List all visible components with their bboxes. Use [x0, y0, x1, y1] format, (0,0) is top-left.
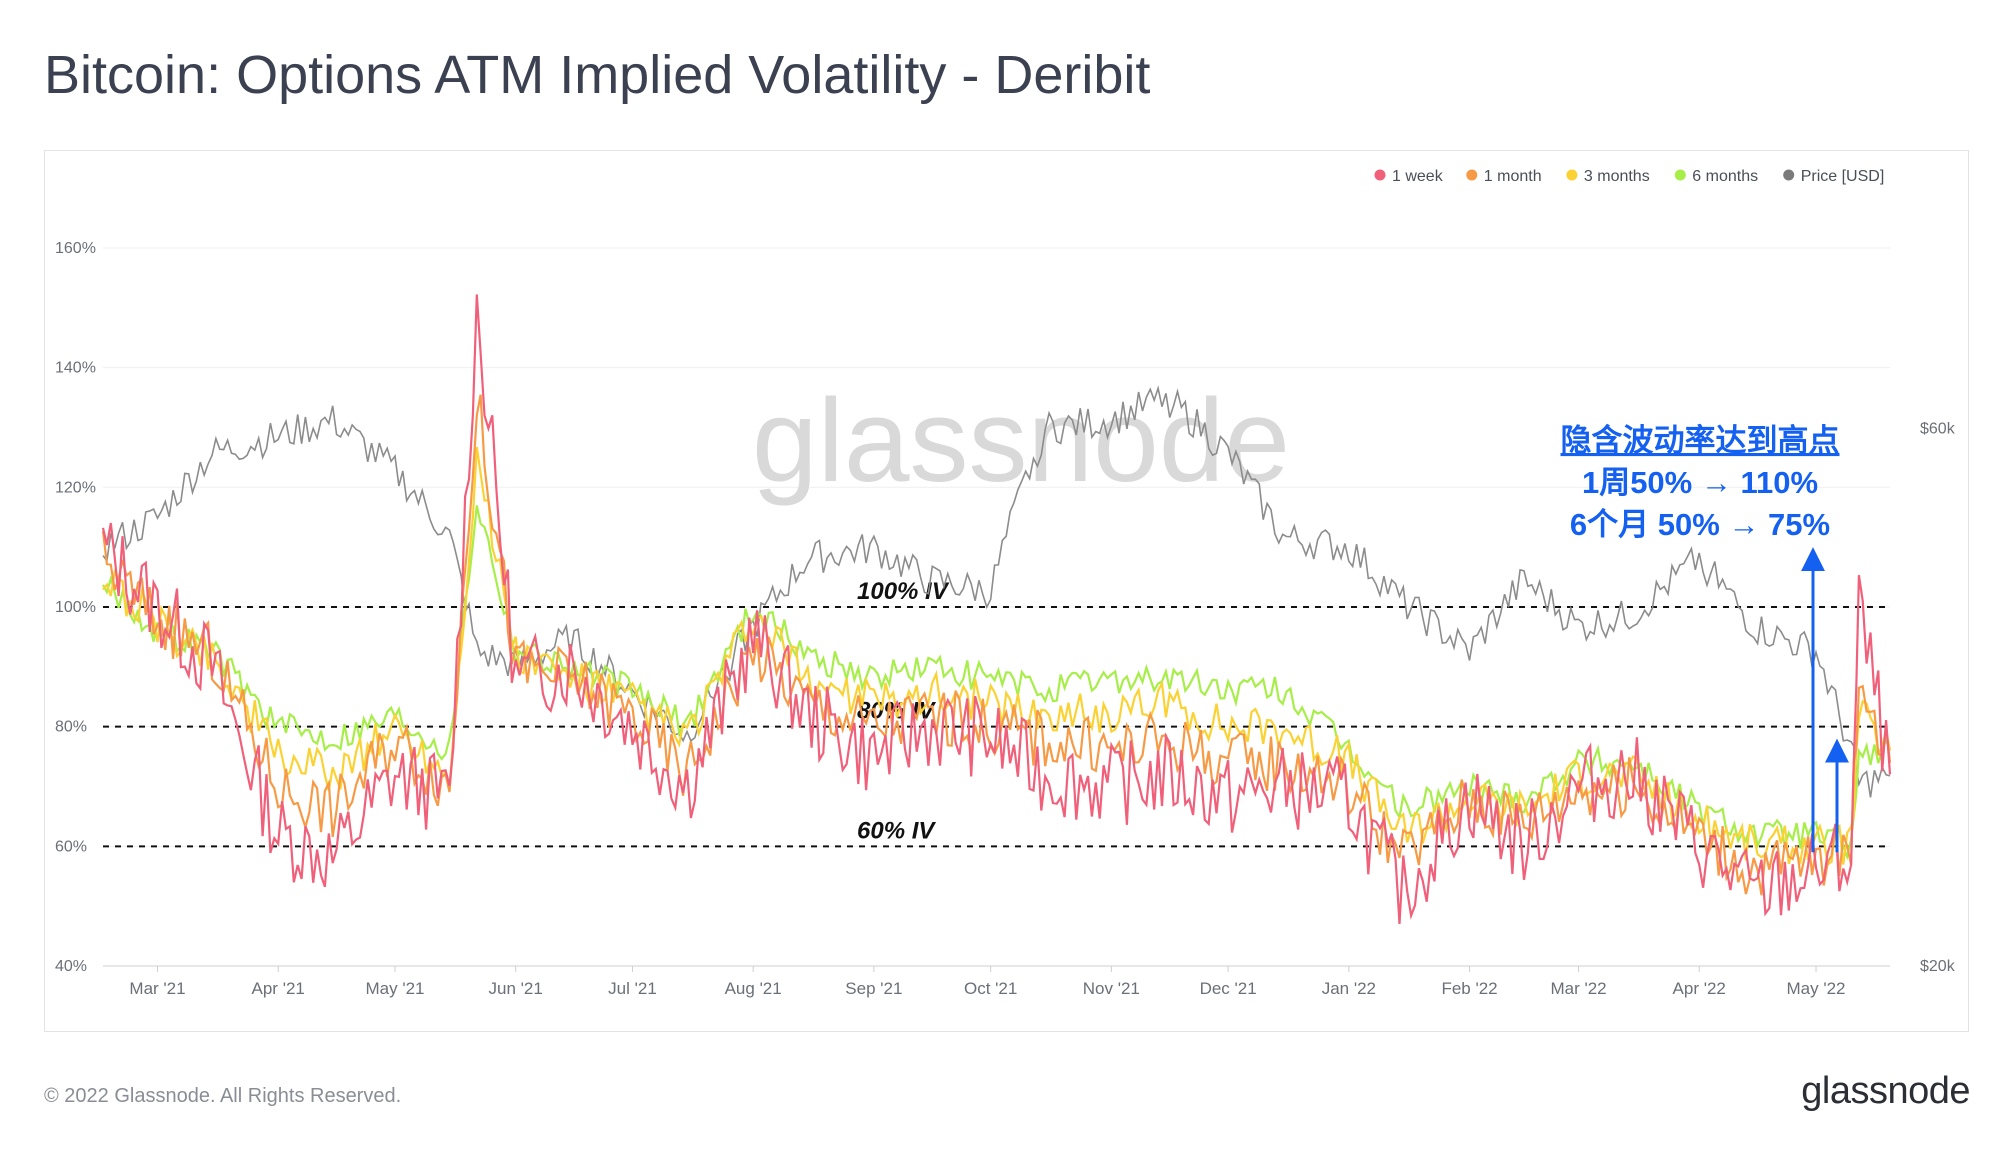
x-tick-label: Mar '21 [129, 979, 185, 998]
page-title: Bitcoin: Options ATM Implied Volatility … [44, 45, 1151, 105]
legend-label: Price [USD] [1801, 168, 1885, 185]
annotation-group: 隐含波动率达到高点 1周50% → 110% 6个月 50% → 75% [1561, 423, 1849, 853]
x-tick-label: May '21 [365, 979, 424, 998]
legend-dot [1783, 169, 1795, 181]
x-tick-label: Oct '21 [964, 979, 1017, 998]
y-tick-label: 80% [55, 719, 87, 736]
y-axis-left: 40% 60% 80% 100% 120% 140% 160% [55, 240, 96, 975]
x-tick-label: Dec '21 [1200, 979, 1257, 998]
y-tick-label: 140% [55, 360, 96, 377]
y-tick-label: 160% [55, 240, 96, 257]
x-tick-label: Sep '21 [845, 979, 902, 998]
x-tick-label: Jan '22 [1322, 979, 1376, 998]
y-tick-label: 40% [55, 958, 87, 975]
x-tick-label: Nov '21 [1083, 979, 1140, 998]
y-tick-label: 60% [55, 838, 87, 855]
legend-label: 1 week [1392, 168, 1444, 185]
x-tick-label: May '22 [1787, 979, 1846, 998]
y-tick-label: 100% [55, 599, 96, 616]
x-tick-label: Jun '21 [489, 979, 543, 998]
reference-label-100: 100% IV [857, 578, 950, 605]
x-tick-label: Mar '22 [1550, 979, 1606, 998]
x-tick-label: Aug '21 [725, 979, 782, 998]
x-tick-label: Feb '22 [1441, 979, 1497, 998]
legend-item: 6 months [1674, 168, 1758, 185]
series-line-1week [101, 294, 1892, 925]
reference-label-60: 60% IV [857, 817, 936, 844]
legend-label: 1 month [1484, 168, 1542, 185]
x-axis: Mar '21 Apr '21 May '21 Jun '21 Jul '21 Aug '… [129, 966, 1846, 998]
x-tick-label: Apr '21 [252, 979, 305, 998]
legend: 1 week 1 month 3 months 6 months Price [USD] [1374, 168, 1884, 185]
legend-item: 1 month [1466, 168, 1542, 185]
x-tick-label: Apr '22 [1673, 979, 1726, 998]
brand-logo: glassnode [1801, 1070, 1970, 1112]
y-tick-label: 120% [55, 479, 96, 496]
legend-item: 3 months [1566, 168, 1650, 185]
x-tick-label: Jul '21 [608, 979, 657, 998]
legend-label: 3 months [1584, 168, 1650, 185]
series-line-6months [102, 505, 1892, 861]
y2-tick-label: $60k [1920, 421, 1956, 438]
legend-dot [1566, 169, 1578, 181]
series-line-price [102, 385, 1891, 798]
watermark: glassnode [752, 375, 1290, 507]
legend-item: Price [USD] [1783, 168, 1884, 185]
y2-tick-label: $20k [1920, 958, 1956, 975]
series-layer [101, 294, 1892, 925]
legend-dot [1466, 169, 1478, 181]
y-axis-right: $20k $60k [1920, 421, 1956, 975]
series-line-1month [101, 394, 1892, 896]
legend-dot [1674, 169, 1686, 181]
legend-dot [1374, 169, 1386, 181]
legend-item: 1 week [1374, 168, 1444, 185]
legend-label: 6 months [1692, 168, 1758, 185]
annotation-title: 隐含波动率达到高点 [1561, 423, 1840, 458]
chart-frame: 100% IV 80% IV 60% IV glassnode 40% 60% 80% 1… [44, 150, 1969, 1032]
annotation-line-1week: 1周50% → 110% [1582, 465, 1818, 500]
annotation-line-6months: 6个月 50% → 75% [1570, 507, 1830, 542]
series-line-3months [102, 446, 1892, 867]
copyright-text: © 2022 Glassnode. All Rights Reserved. [44, 1085, 402, 1107]
